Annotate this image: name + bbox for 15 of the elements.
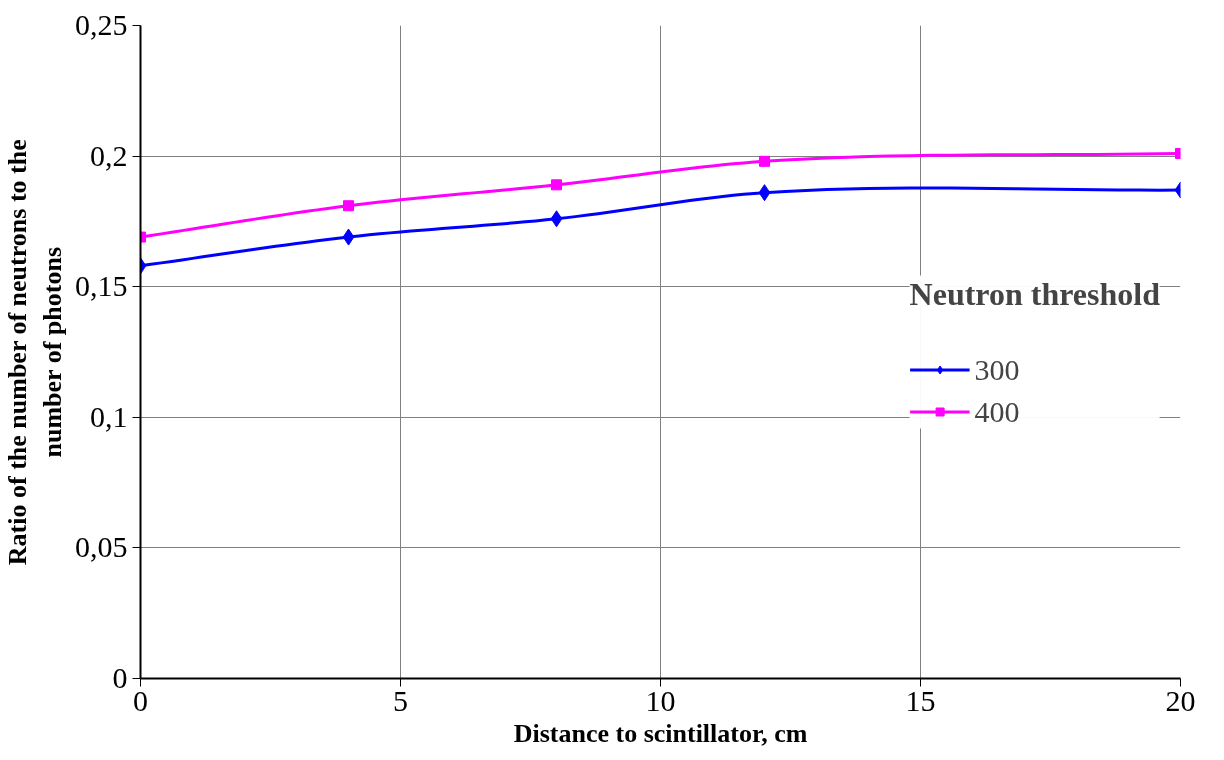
y-tick-label: 0,2 — [90, 138, 128, 172]
legend-label: 400 — [974, 394, 1020, 428]
y-tick-label: 0,25 — [75, 8, 128, 41]
y-tick-label: 0,1 — [90, 399, 128, 433]
legend-label: 300 — [974, 352, 1020, 386]
y-tick-label: 0,05 — [75, 530, 128, 564]
x-tick-label: 5 — [393, 683, 408, 717]
x-axis-title: Distance to scintillator, cm — [513, 718, 808, 748]
x-tick-label: 20 — [1165, 683, 1196, 717]
y-tick-label: 0 — [112, 661, 128, 694]
legend-title: Neutron threshold — [909, 275, 1160, 312]
x-tick-label: 15 — [905, 683, 936, 717]
y-tick-label: 0,15 — [75, 269, 128, 303]
y-axis-title: Ratio of the number of neutrons to the number of photons — [3, 139, 67, 566]
x-tick-label: 10 — [645, 683, 676, 717]
